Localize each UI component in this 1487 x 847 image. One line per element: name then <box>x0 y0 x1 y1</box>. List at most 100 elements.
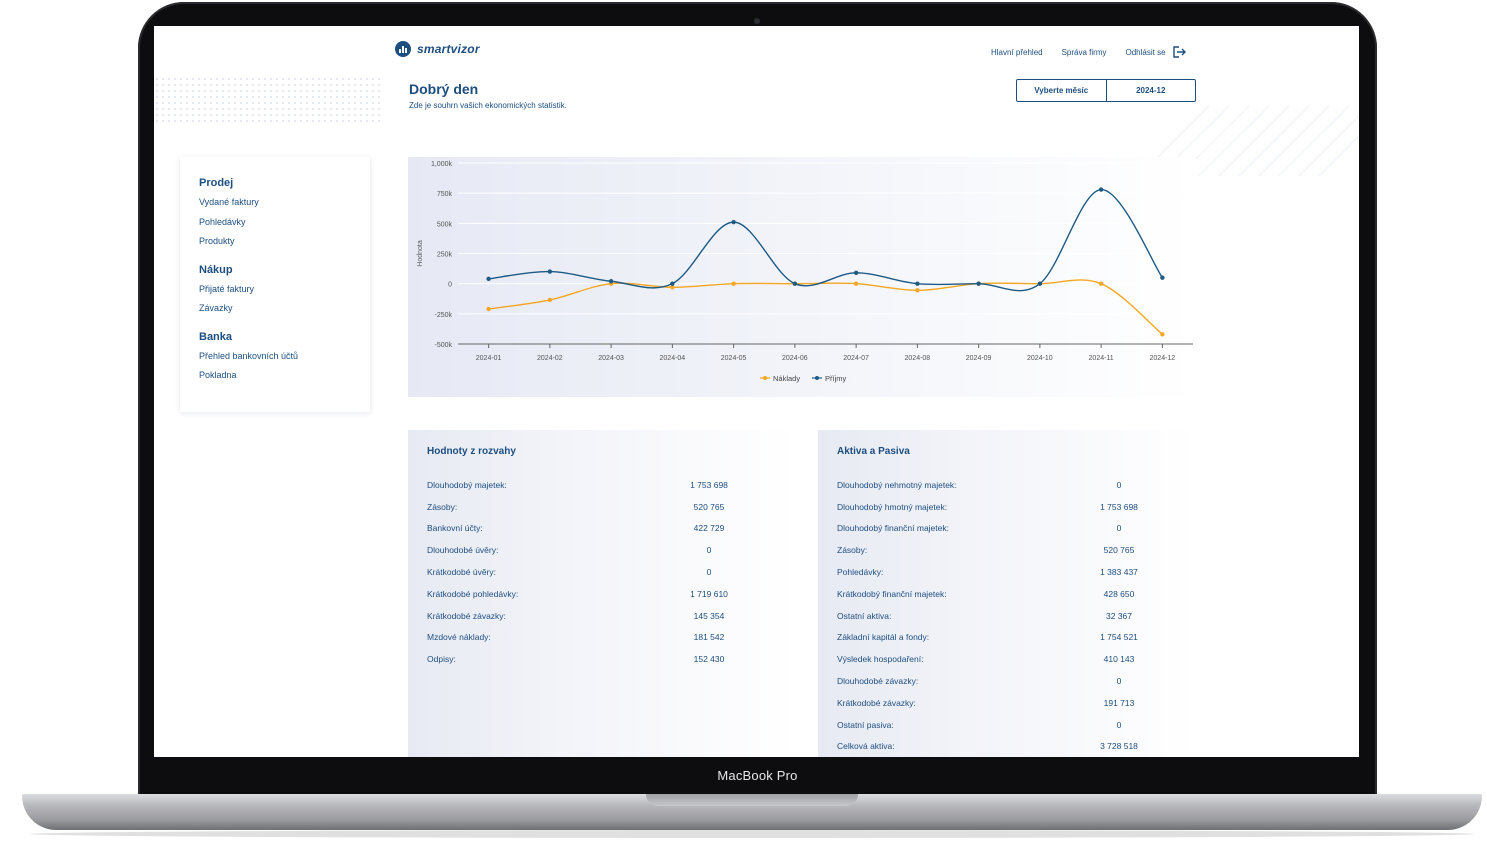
greeting: Dobrý den Zde je souhrn vašich ekonomick… <box>409 81 567 110</box>
row-value: 1 383 437 <box>1100 567 1138 578</box>
y-tick-label: 500k <box>437 221 453 228</box>
row-value: 1 754 521 <box>1100 632 1138 643</box>
table-row: Bankovní účty: 422 729 <box>427 518 751 540</box>
row-label: Výsledek hospodaření: <box>837 654 924 665</box>
data-point <box>853 270 859 276</box>
month-selector[interactable]: Vyberte měsíc 2024-12 <box>1016 79 1196 102</box>
y-tick-label: 250k <box>437 252 453 259</box>
table-row: Zásoby: 520 765 <box>427 496 751 518</box>
y-axis-label: Hodnota <box>417 240 424 267</box>
logout-link[interactable]: Odhlásit se <box>1126 46 1186 58</box>
legend-marker <box>815 376 819 380</box>
series-line-naklady <box>488 279 1163 335</box>
month-select-label[interactable]: Vyberte měsíc <box>1034 86 1089 95</box>
row-value: 191 713 <box>1103 697 1135 708</box>
nav-overview-link[interactable]: Hlavní přehled <box>991 47 1043 57</box>
legend-label: Příjmy <box>825 374 846 383</box>
row-value: 520 765 <box>1103 545 1135 556</box>
row-value: 0 <box>706 545 712 556</box>
table-row: Dlouhodobý majetek: 1 753 698 <box>427 474 751 496</box>
row-value: 0 <box>1116 523 1122 534</box>
y-tick-label: -250k <box>434 312 452 319</box>
table-row: Krátkodobé závazky: 191 713 <box>837 692 1161 714</box>
sidebar-item-received-invoices[interactable]: Přijaté faktury <box>199 283 255 294</box>
row-label: Ostatní aktiva: <box>837 610 892 621</box>
row-value: 0 <box>1116 479 1122 490</box>
row-label: Krátkodobé úvěry: <box>427 567 496 578</box>
table-row: Krátkodobý finanční majetek: 428 650 <box>837 583 1161 605</box>
row-value: 181 542 <box>693 632 725 643</box>
table-row: Odpisy: 152 430 <box>427 648 751 670</box>
table-row: Krátkodobé úvěry: 0 <box>427 561 751 583</box>
table-row: Ostatní aktiva: 32 367 <box>837 605 1161 627</box>
table-row: Zásoby: 520 765 <box>837 539 1161 561</box>
row-label: Krátkodobé pohledávky: <box>427 588 519 599</box>
sidebar-group-nakup: Nákup Přijaté faktury Závazky <box>199 264 370 319</box>
row-value: 32 367 <box>1106 610 1132 621</box>
row-label: Dlouhodobý nehmotný majetek: <box>837 479 957 490</box>
page-subtitle: Zde je souhrn vašich ekonomických statis… <box>409 101 567 110</box>
sidebar-item-products[interactable]: Produkty <box>199 236 235 246</box>
data-point <box>486 276 491 282</box>
row-value: 410 143 <box>1103 654 1135 665</box>
logout-label: Odhlásit se <box>1125 47 1166 57</box>
data-point <box>486 306 491 312</box>
table-row: Dlouhodobé úvěry: 0 <box>427 539 751 561</box>
sidebar-item-issued-invoices[interactable]: Vydané faktury <box>199 197 259 207</box>
y-tick-label: 0 <box>448 282 452 289</box>
table-row: Výsledek hospodaření: 410 143 <box>837 648 1161 670</box>
month-select-value[interactable]: 2024-12 <box>1105 80 1196 101</box>
data-point <box>792 281 798 286</box>
legend-marker <box>763 376 767 380</box>
sidebar-group-prodej: Prodej Vydané faktury Pohledávky Produkt… <box>199 177 370 252</box>
balance-rows: Dlouhodobý majetek: 1 753 698 Zásoby: 520 7… <box>427 474 751 670</box>
row-label: Dlouhodobé úvěry: <box>427 545 499 556</box>
row-label: Pohledávky: <box>837 567 884 578</box>
top-nav: Hlavní přehled Správa firmy Odhlásit se <box>991 46 1186 58</box>
table-row: Pohledávky: 1 383 437 <box>837 561 1161 583</box>
table-row: Celková aktiva: 3 728 518 <box>837 736 1161 757</box>
x-tick-label: 2024-08 <box>905 355 931 362</box>
sidebar-heading: Prodej <box>199 177 234 189</box>
x-tick-label: 2024-07 <box>843 355 869 362</box>
x-tick-label: 2024-01 <box>476 355 502 362</box>
row-label: Krátkodobý finanční majetek: <box>837 588 947 599</box>
row-value: 428 650 <box>1103 588 1135 599</box>
row-value: 1 753 698 <box>1100 501 1138 512</box>
nav-company-admin-link[interactable]: Správa firmy <box>1061 47 1107 57</box>
assets-card: Aktiva a Pasiva Dlouhodobý nehmotný maje… <box>818 430 1198 757</box>
x-tick-label: 2024-04 <box>660 355 686 362</box>
data-point <box>1160 332 1165 337</box>
device-model-label: MacBook Pro <box>717 768 798 783</box>
dot-pattern-decoration <box>154 76 384 124</box>
row-label: Dlouhodobý finanční majetek: <box>837 523 949 534</box>
data-point <box>976 281 981 286</box>
row-value: 520 765 <box>693 501 725 512</box>
row-label: Zásoby: <box>427 501 458 512</box>
row-value: 0 <box>706 567 712 578</box>
table-row: Dlouhodobý finanční majetek: 0 <box>837 518 1161 540</box>
sidebar-item-payables[interactable]: Závazky <box>199 303 233 313</box>
table-row: Dlouhodobé závazky: 0 <box>837 670 1161 692</box>
sidebar-menu: Prodej Vydané faktury Pohledávky Produkt… <box>180 157 370 412</box>
laptop-shadow <box>30 830 1474 838</box>
x-tick-label: 2024-05 <box>721 355 747 362</box>
data-point <box>670 285 675 290</box>
y-tick-label: -500k <box>434 342 452 349</box>
data-point <box>670 281 675 286</box>
data-point <box>1098 281 1104 286</box>
sidebar-item-receivables[interactable]: Pohledávky <box>199 216 246 227</box>
sidebar-item-cash-register[interactable]: Pokladna <box>199 370 237 380</box>
sidebar-item-bank-accounts[interactable]: Přehled bankovních účtů <box>199 350 299 361</box>
logo[interactable]: smartvizor <box>395 41 480 57</box>
sidebar-group-banka: Banka Přehled bankovních účtů Pokladna <box>199 331 370 386</box>
row-label: Krátkodobé závazky: <box>837 697 916 708</box>
x-tick-label: 2024-10 <box>1027 355 1053 362</box>
row-label: Dlouhodobý majetek: <box>427 479 507 490</box>
legend-label: Náklady <box>773 374 800 383</box>
row-label: Bankovní účty: <box>427 523 483 534</box>
logo-text: smartvizor <box>417 42 480 56</box>
table-row: Mzdové náklady: 181 542 <box>427 627 751 649</box>
balance-card: Hodnoty z rozvahy Dlouhodobý majetek: 1 7… <box>408 430 798 757</box>
row-value: 1 753 698 <box>690 479 728 490</box>
